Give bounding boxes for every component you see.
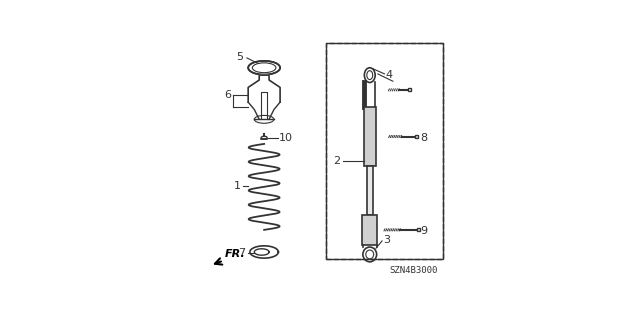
Text: 2: 2 [333,156,340,166]
Bar [367,166,373,215]
Text: 9: 9 [420,226,428,236]
Text: SZN4B3000: SZN4B3000 [390,266,438,275]
Bar [326,43,444,259]
Text: 8: 8 [420,133,428,143]
Bar [326,43,444,259]
Text: 7: 7 [239,248,246,258]
Text: 10: 10 [279,133,293,143]
Text: 3: 3 [383,235,390,245]
Bar [362,215,377,245]
Text: 1: 1 [234,181,241,191]
Text: 5: 5 [236,52,243,62]
Bar [408,88,410,91]
Bar [364,107,376,166]
Bar [417,228,420,231]
Bar [415,135,418,138]
Text: 6: 6 [224,90,231,100]
Polygon shape [248,75,280,102]
Text: 4: 4 [386,70,393,80]
Text: FR.: FR. [225,249,246,259]
